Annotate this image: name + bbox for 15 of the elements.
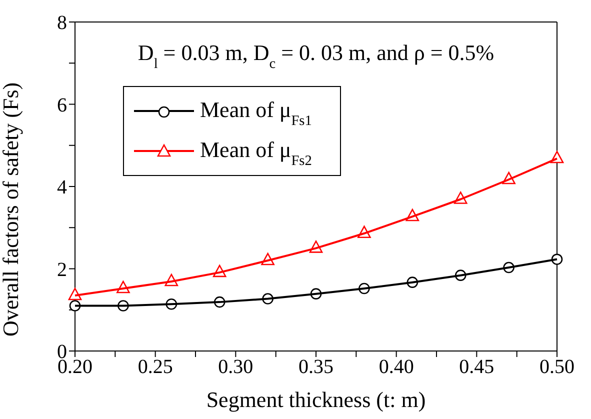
x-tick-label: 0.35 bbox=[298, 356, 334, 378]
y-axis-title: Overall factors of safety (Fs) bbox=[0, 82, 23, 336]
y-tick-label: 2 bbox=[57, 258, 67, 281]
y-tick-label: 6 bbox=[57, 94, 67, 116]
legend-label: Mean of μ$_{Fs2}$ bbox=[200, 137, 312, 169]
legend-label: Mean of μ$_{Fs1}$ bbox=[200, 97, 312, 129]
x-axis-title: Segment thickness (t: m) bbox=[206, 387, 426, 412]
y-tick-label: 4 bbox=[57, 176, 67, 199]
x-tick-label: 0.25 bbox=[138, 356, 173, 378]
x-tick-label: 0.40 bbox=[378, 356, 414, 378]
x-tick-label: 0.30 bbox=[218, 356, 254, 378]
x-tick-label: 0.45 bbox=[459, 356, 494, 378]
y-tick-label: 8 bbox=[57, 12, 67, 34]
x-tick-label: 0.50 bbox=[540, 356, 574, 378]
annotation: D$_{l}$ = 0.03 m, D$_{c}$ = 0. 03 m, and ρ = 0.5% bbox=[138, 40, 494, 72]
